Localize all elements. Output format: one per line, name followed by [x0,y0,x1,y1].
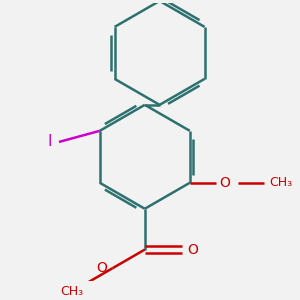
Text: O: O [220,176,230,190]
Text: O: O [188,243,198,256]
Text: I: I [47,134,52,149]
Text: CH₃: CH₃ [60,285,83,298]
Text: CH₃: CH₃ [270,176,293,189]
Text: O: O [96,261,107,275]
